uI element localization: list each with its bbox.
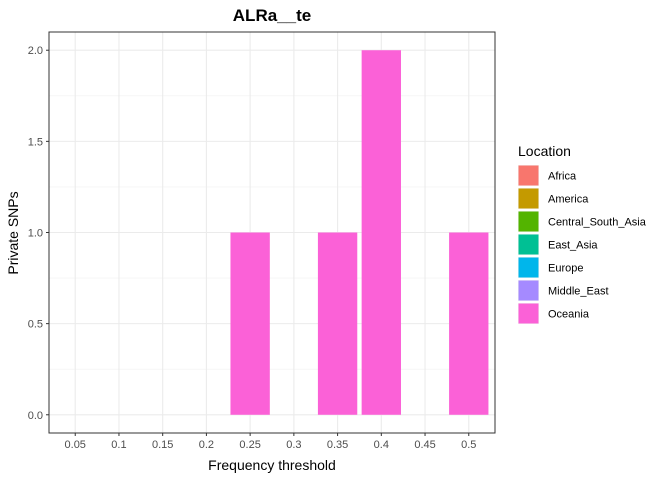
y-tick-label: 0.5: [28, 319, 43, 331]
y-tick-label: 2.0: [28, 45, 43, 57]
legend-key-europe: [518, 257, 539, 278]
legend: Location Africa America Central_South_Asia…: [518, 143, 647, 324]
x-tick-label: 0.25: [239, 439, 260, 451]
x-tick-label: 0.35: [327, 439, 348, 451]
x-tick-label: 0.4: [374, 439, 389, 451]
legend-title: Location: [518, 143, 571, 159]
x-tick-label: 0.45: [414, 439, 435, 451]
y-axis-title: Private SNPs: [5, 191, 21, 274]
x-tick-label: 0.1: [111, 439, 126, 451]
legend-key-america: [518, 188, 539, 209]
legend-key-oceania: [518, 303, 539, 324]
bar-oceania-0.4: [361, 50, 401, 415]
bar-oceania-0.25: [230, 232, 270, 415]
y-tick-label: 1.5: [28, 136, 43, 148]
legend-label-america: America: [548, 194, 589, 206]
legend-label-east-asia: East_Asia: [548, 240, 598, 252]
x-tick-label: 0.2: [199, 439, 214, 451]
x-tick-label: 0.15: [152, 439, 173, 451]
y-tick-label: 1.0: [28, 228, 43, 240]
y-tick-label: 0.0: [28, 410, 43, 422]
legend-label-europe: Europe: [548, 263, 583, 275]
x-axis-title: Frequency threshold: [208, 457, 336, 473]
chart-title: ALRa__te: [233, 6, 311, 25]
legend-label-middle-east: Middle_East: [548, 286, 609, 298]
plot-area: 0.0 0.5 1.0 1.5 2.0 0.05 0.1 0.15 0.2 0.25 0.3 0.35…: [28, 31, 496, 451]
x-tick-label: 0.3: [286, 439, 301, 451]
bar-oceania-0.35: [317, 232, 358, 415]
legend-key-middle-east: [518, 280, 539, 301]
legend-key-central-south-asia: [518, 211, 539, 232]
legend-key-east-asia: [518, 234, 539, 255]
legend-key-africa: [518, 165, 539, 186]
legend-label-africa: Africa: [548, 171, 577, 183]
legend-label-oceania: Oceania: [548, 309, 590, 321]
legend-label-central-south-asia: Central_South_Asia: [548, 217, 647, 229]
bar-oceania-0.5: [449, 232, 489, 415]
x-tick-label: 0.05: [65, 439, 86, 451]
x-tick-label: 0.5: [461, 439, 476, 451]
